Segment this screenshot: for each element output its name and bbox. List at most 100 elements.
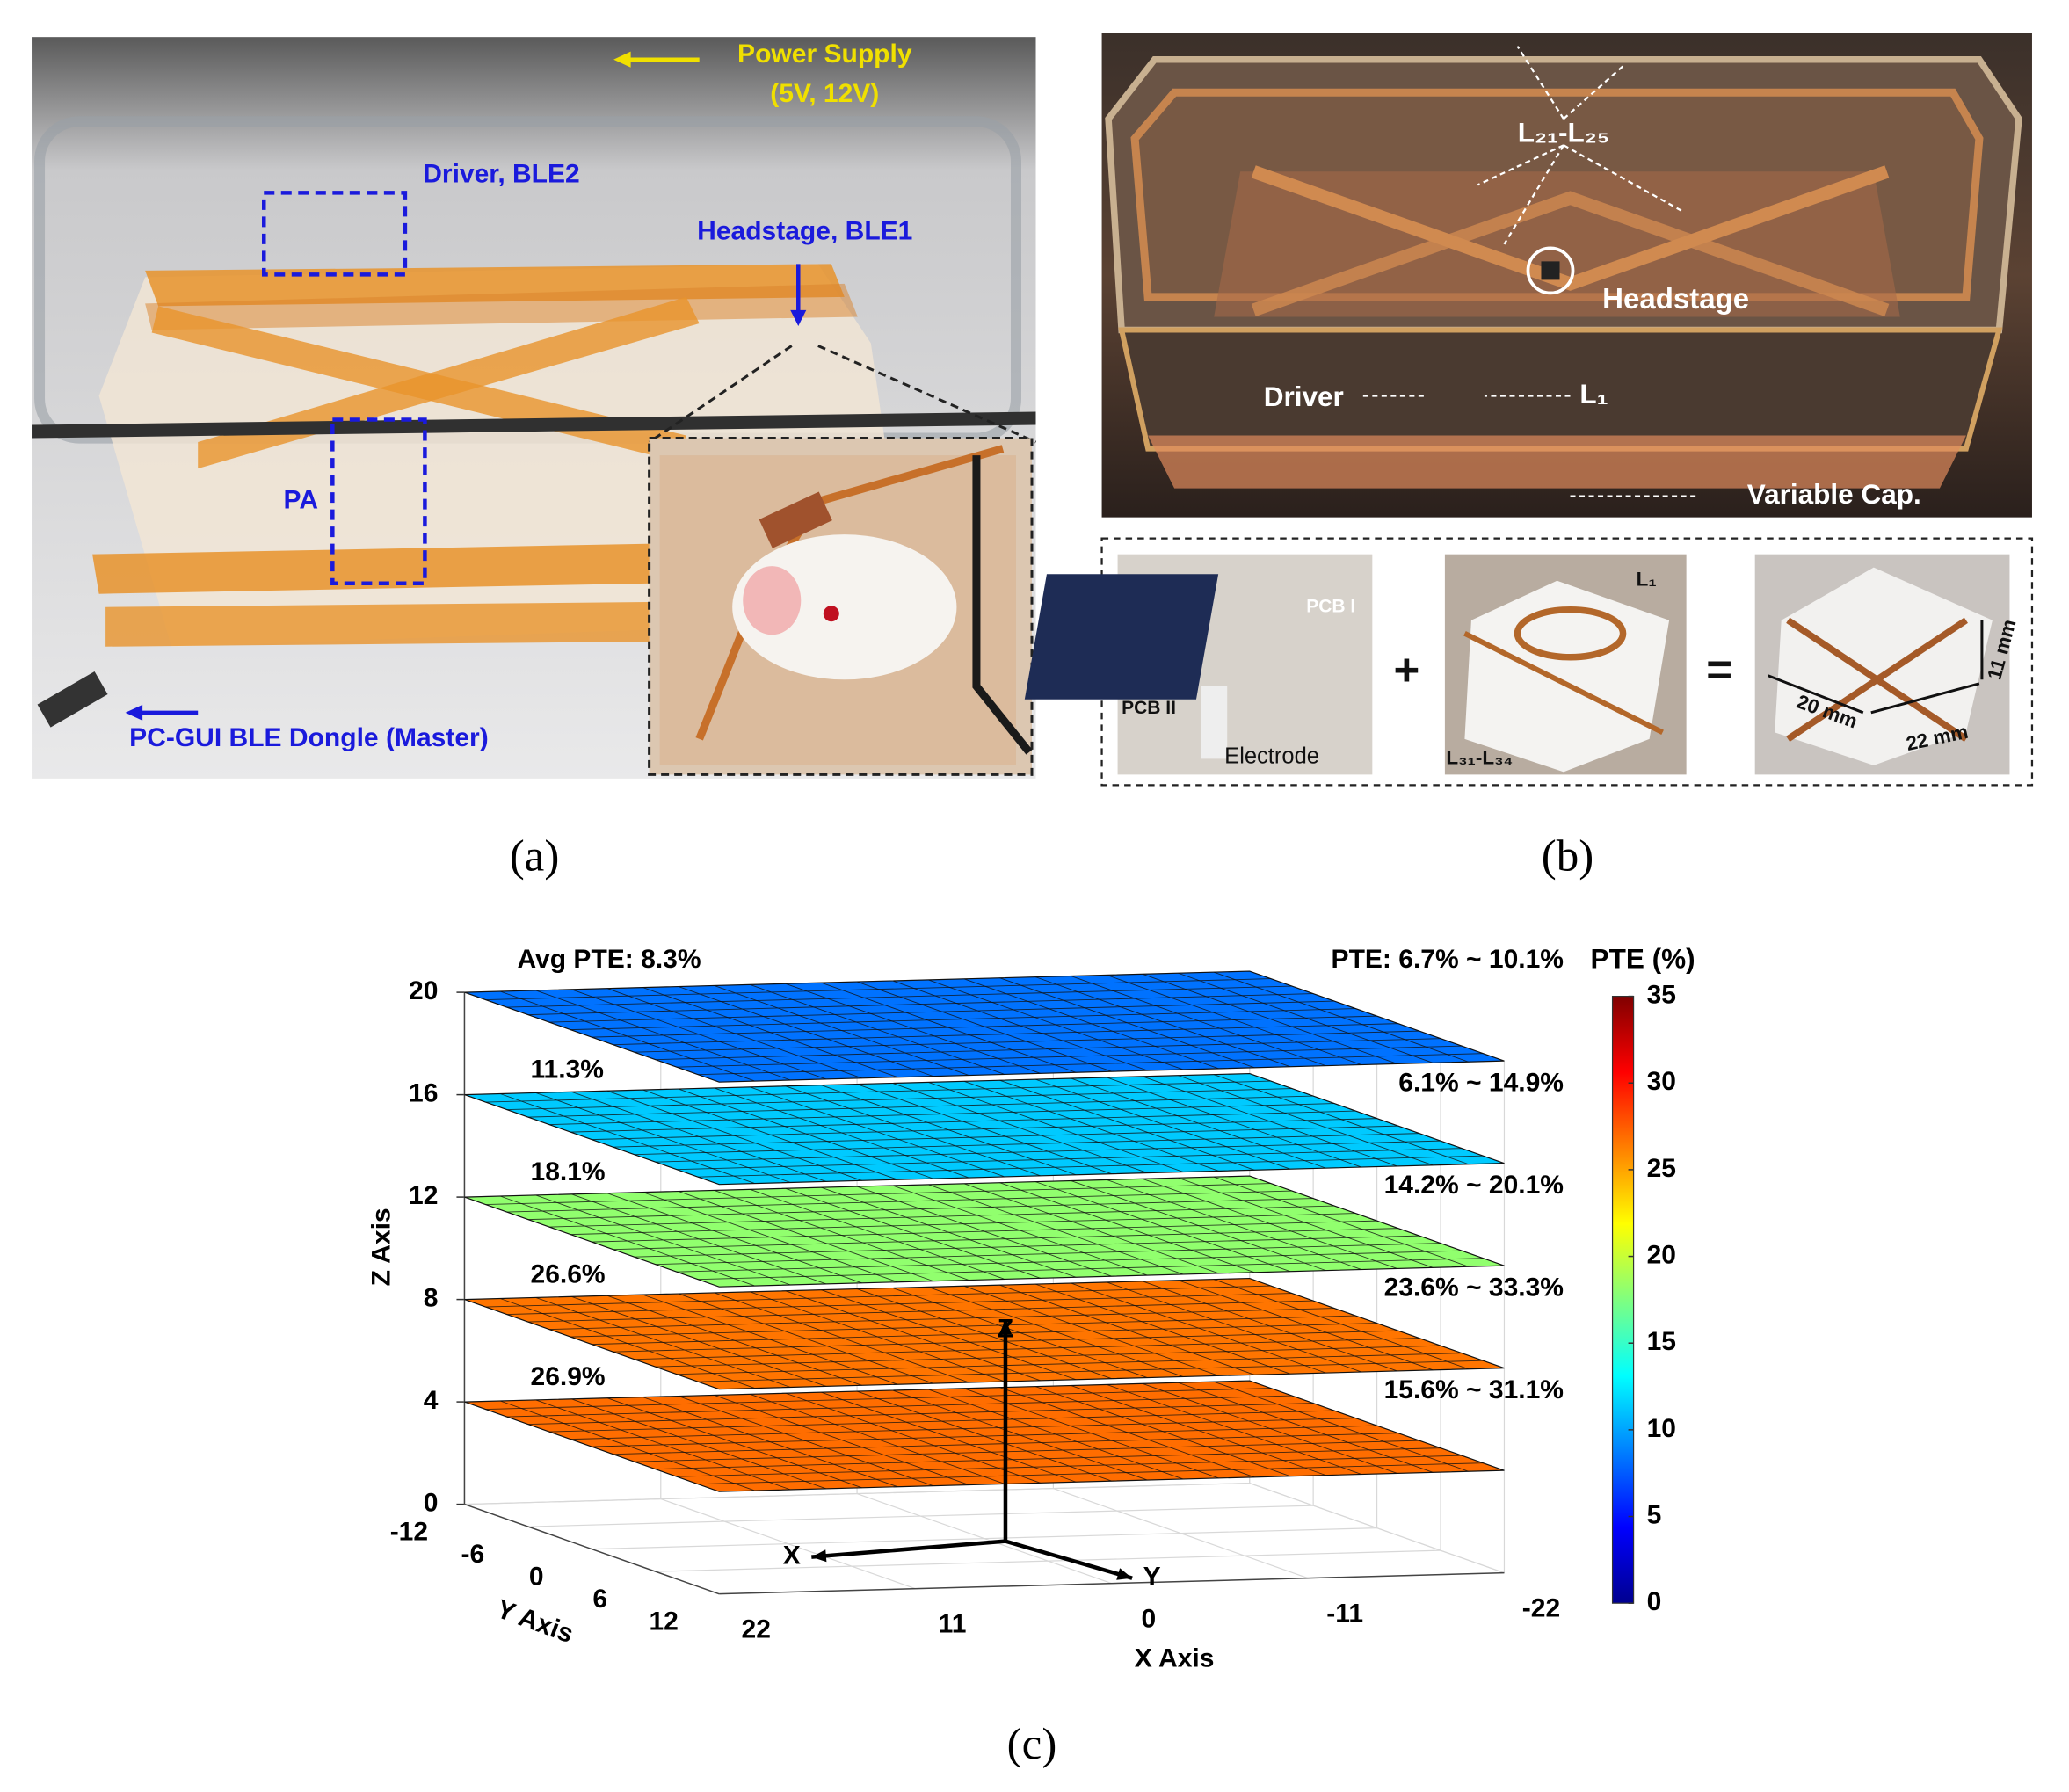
mesh-line [698,1462,1484,1485]
colorbar-tick-label: 0 [1647,1587,1662,1616]
inner-axis-label: Z [998,1314,1013,1343]
mesh-line [549,1205,1335,1228]
mesh-line [634,1133,1419,1156]
colorbar-tick-label: 35 [1647,981,1676,1010]
axis-line [464,1503,720,1595]
mesh-line [485,978,1271,1001]
annotation: Variable Cap. [1747,478,1921,510]
y-tick-label: 12 [649,1607,678,1636]
x-axis-label: X Axis [1135,1644,1215,1673]
annotation: L₂₁-L₂₅ [1518,117,1610,149]
layer-range-label: 6.1% ~ 14.9% [1398,1069,1564,1098]
x-tick-label: 11 [939,1610,967,1639]
mesh-line [698,1360,1484,1382]
mesh-line [655,1038,1441,1061]
z-tick-label: 8 [424,1284,439,1313]
layer-avg-label: 11.3% [531,1056,604,1085]
mesh-line [527,1198,1314,1221]
mesh-line [549,1410,1335,1433]
mesh-line [549,1308,1335,1331]
annotation: L₁ [1637,569,1657,591]
colorbar-tick-label: 5 [1647,1500,1662,1529]
x-tick-label: -22 [1522,1594,1560,1623]
x-tick-label: 0 [1142,1605,1157,1634]
grid-line [464,1482,1250,1505]
mesh-line [676,1148,1463,1171]
y-tick-label: 6 [592,1585,607,1614]
layer-range-label: 23.6% ~ 33.3% [1384,1273,1564,1302]
grid-line [527,1505,1314,1527]
mesh-line [698,1155,1484,1178]
inner-x-arrow-head [811,1549,827,1563]
operator: = [1706,644,1732,694]
mesh-line [655,1345,1441,1368]
layer-avg-label: 18.1% [531,1157,606,1186]
mesh-line [570,1008,1356,1031]
mesh-line [485,1285,1271,1308]
mesh-line [655,1140,1441,1163]
z-tick-label: 16 [409,1079,438,1108]
axis-line [719,1571,1505,1595]
layer-range-label: 15.6% ~ 31.1% [1384,1375,1564,1404]
mesh-line [485,1388,1271,1411]
mesh-line [527,1095,1314,1118]
mesh-line [527,1403,1314,1426]
mesh-line [634,1440,1419,1462]
mesh-line [634,1235,1419,1258]
mesh-line [506,1293,1293,1316]
z-tick-label: 20 [409,976,438,1005]
mesh-line [698,1258,1484,1281]
panel-b-photo [1024,33,2034,787]
x-tick-label: -11 [1326,1600,1363,1629]
mesh-line [527,1300,1314,1323]
mesh-line [570,1315,1356,1338]
grid-line [592,1527,1377,1550]
colorbar-tick-label: 15 [1647,1327,1676,1356]
mesh-line [613,1125,1398,1148]
mesh-line [655,1447,1441,1470]
layer-avg-label: 26.6% [531,1260,606,1289]
annotation: PA [284,486,318,515]
mesh-line [676,1250,1463,1273]
layer-range-label: 14.2% ~ 20.1% [1384,1171,1564,1200]
z-tick-label: 12 [409,1181,438,1210]
z-tick-label: 0 [424,1489,439,1518]
z-axis-label: Z Axis [367,1208,396,1286]
annotation: L₃₁-L₃₄ [1446,746,1513,768]
panel-a-photo [32,37,1037,779]
mesh-line [506,1190,1293,1213]
mesh-line [549,1103,1335,1126]
colorbar-tick-label: 20 [1647,1241,1676,1270]
y-tick-label: -6 [461,1540,484,1569]
inner-axis-label: X [783,1542,801,1571]
mesh-line [485,1183,1271,1206]
annotation: PCB II [1122,698,1176,718]
mesh-line [676,1045,1463,1068]
mesh-line [676,1353,1463,1375]
mesh-line [570,1110,1356,1133]
mesh-line [676,1455,1463,1477]
mesh-line [592,1015,1377,1038]
colorbar [1611,995,1635,1604]
mesh-line [634,1030,1419,1053]
mesh-line [506,1395,1293,1418]
mesh-line [613,1228,1398,1251]
annotation: Power Supply [737,40,912,69]
annotation: Driver [1264,381,1344,412]
y-tick-label: -12 [390,1518,428,1547]
inner-y-arrow-head [1116,1568,1133,1580]
annotation: Headstage, BLE1 [697,216,912,245]
inner-axis-label: Y [1143,1563,1161,1592]
mesh-line [527,993,1314,1016]
y-tick-label: 0 [529,1563,544,1592]
inner-z-arrow-head [998,1319,1012,1335]
annotation: Electrode [1224,744,1319,769]
mesh-line [592,1118,1377,1141]
mesh-line [592,1323,1377,1346]
annotation: Driver, BLE2 [423,160,580,189]
mesh-line [634,1338,1419,1360]
inner-x-arrow [811,1539,1006,1559]
mesh-line [506,1088,1293,1111]
mesh-line [485,1080,1271,1103]
